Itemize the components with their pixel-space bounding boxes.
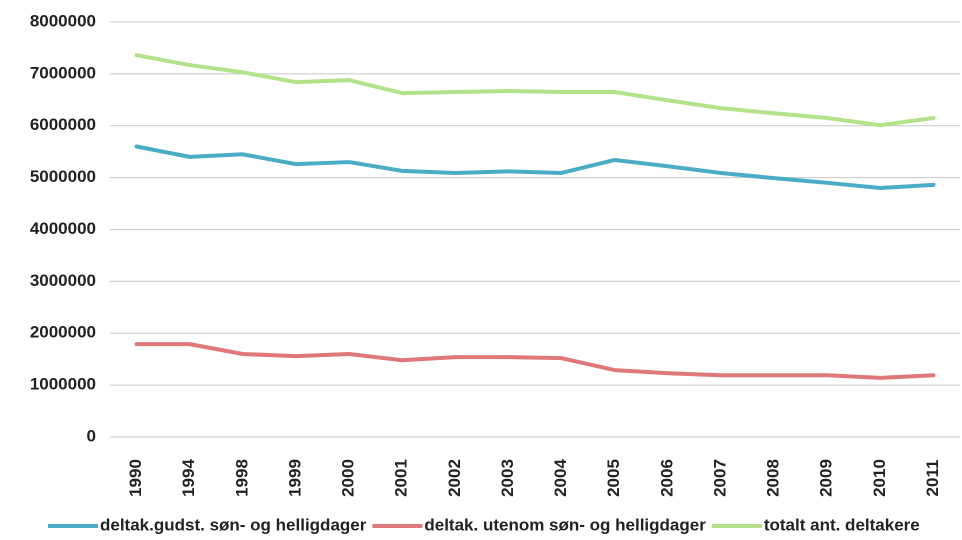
x-tick-label: 2009 [817,459,836,497]
y-tick-label: 5000000 [30,167,96,186]
x-tick-label: 2011 [923,460,942,497]
x-tick-label: 1994 [179,459,198,497]
series-line [134,144,936,190]
x-tick-label: 1998 [232,459,251,497]
y-tick-label: 2000000 [30,323,96,342]
y-tick-label: 1000000 [30,375,96,394]
x-tick-label: 1999 [285,459,304,497]
legend-label: deltak.gudst. søn- og helligdager [100,515,367,534]
series-line [134,53,936,128]
y-tick-label: 4000000 [30,219,96,238]
legend-label: totalt ant. deltakere [764,515,920,534]
y-tick-label: 0 [87,426,96,445]
y-tick-label: 7000000 [30,63,96,82]
x-tick-label: 2003 [498,459,517,497]
x-tick-label: 2000 [339,459,358,497]
x-tick-label: 2004 [551,459,570,497]
x-tick-label: 2005 [604,459,623,497]
x-tick-label: 2002 [445,459,464,497]
x-tick-label: 1990 [126,459,145,497]
y-tick-label: 8000000 [30,11,96,30]
x-tick-label: 2010 [870,459,889,497]
x-tick-label: 2008 [764,459,783,497]
x-tick-label: 2007 [710,459,729,497]
legend-label: deltak. utenom søn- og helligdager [424,515,706,534]
x-tick-label: 2006 [657,459,676,497]
series-line [134,342,936,380]
y-tick-label: 6000000 [30,115,96,134]
x-tick-label: 2001 [392,459,411,497]
y-tick-label: 3000000 [30,271,96,290]
